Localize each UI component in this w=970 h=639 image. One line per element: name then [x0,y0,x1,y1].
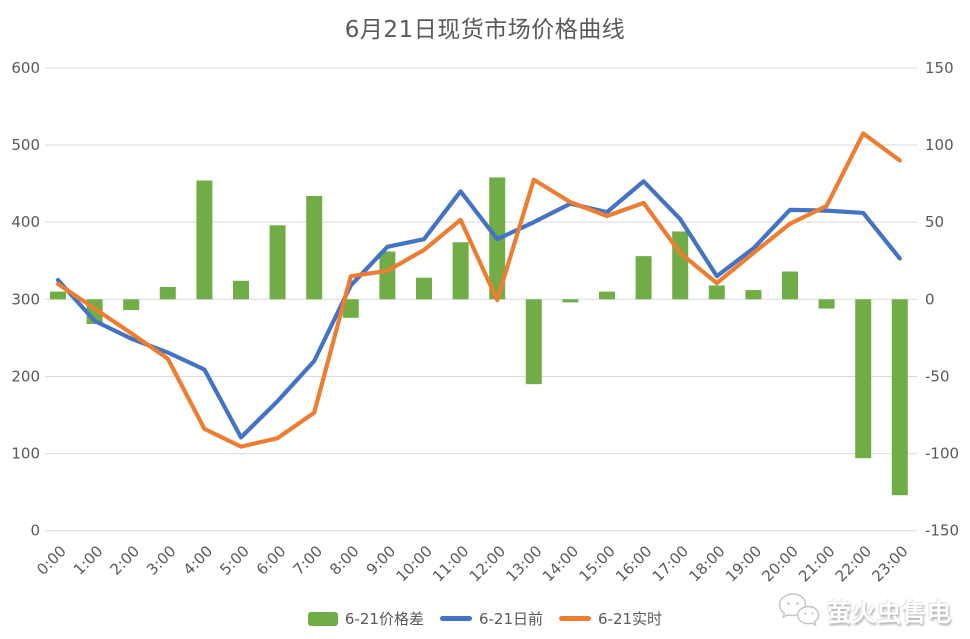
svg-text:0: 0 [30,522,40,540]
watermark: 萤火虫售电 [777,591,952,629]
svg-text:13:00: 13:00 [502,542,545,585]
svg-text:500: 500 [11,136,40,154]
legend-label-realtime: 6-21实时 [598,610,663,628]
svg-text:4:00: 4:00 [180,542,217,579]
right-axis-labels: -150 -100 -50 0 50 100 150 [925,59,959,540]
bar [599,291,615,300]
svg-text:23:00: 23:00 [868,542,911,585]
svg-text:100: 100 [925,136,954,154]
legend-label-day-ahead: 6-21日前 [478,610,544,628]
bar [50,291,66,300]
day-ahead-line [55,179,902,440]
bar [159,286,176,300]
svg-text:50: 50 [925,213,944,231]
svg-text:8:00: 8:00 [326,542,363,579]
svg-text:1:00: 1:00 [70,542,107,579]
svg-text:3:00: 3:00 [143,542,180,579]
bar [196,180,213,300]
svg-text:17:00: 17:00 [649,542,692,585]
bar [672,231,689,300]
svg-text:12:00: 12:00 [466,542,509,585]
bar [745,290,762,300]
x-axis-labels: 0:00 1:00 2:00 3:00 4:00 5:00 6:00 7:00 8:00 9:00… [33,542,911,585]
svg-text:5:00: 5:00 [216,542,253,579]
price-diff-bars [50,177,908,496]
svg-text:6:00: 6:00 [253,542,290,579]
svg-text:10:00: 10:00 [393,542,436,585]
gridlines [45,67,917,532]
svg-text:7:00: 7:00 [289,542,326,579]
svg-text:300: 300 [11,290,40,308]
svg-text:19:00: 19:00 [722,542,765,585]
watermark-text: 萤火虫售电 [827,598,952,627]
svg-text:-150: -150 [925,522,959,540]
bar [708,285,725,300]
svg-text:16:00: 16:00 [612,542,655,585]
bar [379,251,396,300]
wechat-icon [778,593,820,627]
legend-label-price-diff: 6-21价格差 [344,610,424,628]
realtime-line [55,131,902,449]
bar [635,256,652,300]
legend-item-realtime: 6-21实时 [559,608,662,629]
svg-text:11:00: 11:00 [429,542,472,585]
svg-text:22:00: 22:00 [832,542,875,585]
svg-text:0:00: 0:00 [33,542,70,579]
svg-text:-50: -50 [925,367,950,385]
legend: 6-21价格差 6-21日前 6-21实时 [0,608,970,629]
legend-item-price-diff: 6-21价格差 [307,608,424,629]
svg-text:600: 600 [11,59,40,77]
svg-text:2:00: 2:00 [106,542,143,579]
svg-text:150: 150 [925,59,954,77]
left-axis-labels: 0 100 200 300 400 500 600 [11,59,40,540]
day-ahead-swatch [439,616,472,621]
svg-text:400: 400 [11,213,40,231]
svg-text:-100: -100 [925,445,959,463]
bar [562,299,579,303]
bar [782,271,798,300]
bar [525,299,542,385]
chart-title: 6月21日现货市场价格曲线 [344,17,626,43]
svg-text:18:00: 18:00 [685,542,728,585]
bar [818,299,835,309]
bar [233,280,249,300]
bar [855,299,872,459]
price-diff-swatch [307,611,338,626]
svg-text:100: 100 [11,445,40,463]
svg-text:0: 0 [925,290,935,308]
bar [342,299,359,318]
svg-text:14:00: 14:00 [539,542,582,585]
bar [123,299,140,311]
svg-text:20:00: 20:00 [759,542,802,585]
bar [891,299,908,496]
bar [306,195,323,300]
legend-item-day-ahead: 6-21日前 [439,608,544,629]
svg-text:200: 200 [11,367,40,385]
realtime-swatch [559,616,592,621]
bar [416,277,432,300]
bar [269,225,286,300]
svg-text:15:00: 15:00 [576,542,619,585]
bar [452,242,469,300]
svg-text:21:00: 21:00 [795,542,838,585]
